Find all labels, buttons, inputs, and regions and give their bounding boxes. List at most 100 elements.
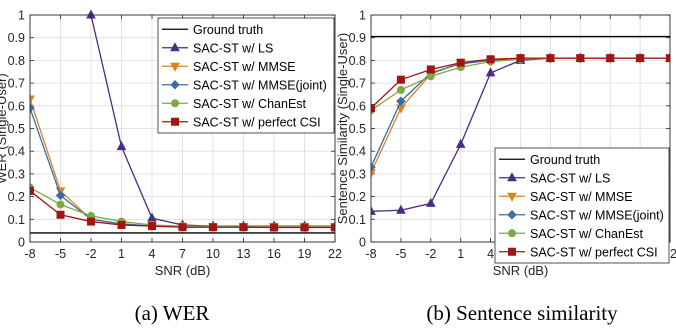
y-tick-label: 0.6: [8, 99, 25, 113]
series-5: [371, 54, 670, 113]
data-point: [396, 75, 405, 84]
data-point: [86, 9, 96, 19]
legend-label: Ground truth: [193, 23, 263, 37]
data-point: [371, 162, 376, 172]
legend-label: SAC-ST w/ perfect CSI: [530, 245, 658, 259]
legend-label: SAC-ST w/ LS: [530, 171, 610, 185]
legend-swatch-marker: [171, 117, 179, 126]
data-point: [56, 210, 65, 219]
legend-label: SAC-ST w/ ChanEst: [193, 97, 307, 111]
legend-label: SAC-ST w/ LS: [193, 41, 273, 55]
data-point: [396, 204, 406, 214]
data-point: [300, 223, 309, 232]
y-tick-label: 0.4: [349, 145, 366, 159]
x-tick-label: 4: [149, 247, 156, 261]
x-tick-label: -8: [365, 247, 376, 261]
data-point: [371, 104, 375, 113]
legend-swatch-marker: [508, 229, 516, 238]
legend-swatch-marker: [508, 247, 516, 256]
data-point: [371, 205, 376, 215]
data-point: [606, 54, 615, 63]
x-tick-label: 13: [237, 247, 251, 261]
y-tick-label: 0.7: [8, 77, 25, 91]
x-tick-label: 19: [298, 247, 312, 261]
data-point: [30, 186, 34, 195]
y-tick-label: 0.2: [8, 190, 25, 204]
y-tick-label: 0.4: [8, 145, 25, 159]
data-point: [178, 223, 187, 232]
y-tick-label: 0.8: [8, 54, 25, 68]
data-point: [666, 54, 670, 63]
legend-label: SAC-ST w/ MMSE: [530, 190, 633, 204]
x-tick-label: 16: [267, 247, 281, 261]
data-point: [486, 55, 495, 64]
axes-box: [29, 14, 336, 243]
y-tick-label: 0.3: [8, 167, 25, 181]
data-point: [148, 222, 156, 231]
data-point: [576, 54, 585, 63]
x-tick-label: 22: [328, 247, 342, 261]
data-point: [116, 141, 127, 151]
x-axis-label: SNR (dB): [155, 263, 211, 278]
x-tick-label: 10: [206, 247, 220, 261]
data-point: [87, 217, 95, 226]
legend: Ground truth SAC-ST w/ LS SAC-ST w/ MMSE SA…: [157, 17, 335, 134]
legend-swatch-marker: [170, 62, 180, 72]
data-point: [396, 85, 405, 94]
y-tick-label: 0.2: [349, 190, 366, 204]
data-point: [209, 223, 217, 232]
legend-label: SAC-ST w/ perfect CSI: [193, 115, 321, 129]
sentence-similarity-chart: 00.10.20.30.40.50.60.70.80.91-8-5-214710…: [335, 9, 676, 279]
caption-sentence-similarity: (b) Sentence similarity: [426, 301, 618, 325]
legend-swatch-marker: [507, 172, 517, 182]
data-point: [485, 67, 496, 77]
y-tick-label: 0: [359, 236, 366, 250]
x-tick-label: 7: [179, 247, 186, 261]
y-tick-label: 0.6: [349, 99, 366, 113]
y-tick-label: 0.5: [349, 122, 366, 136]
data-point: [456, 58, 465, 67]
x-tick-label: -2: [425, 247, 436, 261]
y-tick-label: 0.1: [349, 213, 366, 227]
series-5: [30, 186, 335, 232]
data-point: [270, 223, 278, 232]
data-point: [371, 169, 376, 179]
y-axis-label: WER (Single-User): [0, 73, 9, 184]
y-tick-label: 0.1: [8, 213, 25, 227]
x-axis-label: SNR (dB): [493, 263, 549, 278]
legend-label: SAC-ST w/ MMSE(joint): [193, 78, 327, 92]
data-point: [636, 54, 645, 63]
data-point: [426, 65, 435, 74]
y-tick-label: 0: [18, 236, 25, 250]
x-tick-label: -8: [24, 247, 35, 261]
data-point: [117, 220, 126, 229]
x-tick-label: 4: [487, 247, 494, 261]
legend-label: SAC-ST w/ MMSE(joint): [530, 208, 664, 222]
x-tick-label: 1: [118, 247, 125, 261]
data-point: [425, 197, 436, 207]
x-tick-label: -5: [395, 247, 406, 261]
y-tick-label: 0.3: [349, 167, 366, 181]
y-tick-label: 0.5: [8, 122, 25, 136]
x-tick-label: -5: [55, 247, 66, 261]
wer-chart: 0 0.1 0.2 0.3 0.4 0.5 0.6 0.7 0.8 0.9 1 -8 -5 -2 1 4 7 10…: [0, 9, 342, 279]
y-axis-label: Sentence Similarity (Single-User): [335, 33, 350, 224]
data-point: [396, 96, 406, 106]
legend-swatch-marker: [170, 80, 180, 90]
data-point: [56, 200, 65, 209]
caption-wer: (a) WER: [135, 301, 210, 325]
data-point: [30, 103, 35, 113]
x-tick-label: -2: [85, 247, 96, 261]
legend-box: [494, 147, 670, 264]
data-point: [30, 95, 35, 105]
legend-box: [157, 17, 335, 134]
legend-label: Ground truth: [530, 153, 600, 167]
legend: Ground truth SAC-ST w/ LS SAC-ST w/ MMSE SA…: [494, 147, 670, 264]
data-point: [331, 223, 335, 232]
data-point: [546, 54, 555, 63]
y-tick-label: 0.9: [8, 31, 25, 45]
legend-swatch-marker: [171, 99, 179, 108]
y-tick-label: 0.8: [349, 54, 366, 68]
legend-swatch-marker: [507, 192, 517, 202]
